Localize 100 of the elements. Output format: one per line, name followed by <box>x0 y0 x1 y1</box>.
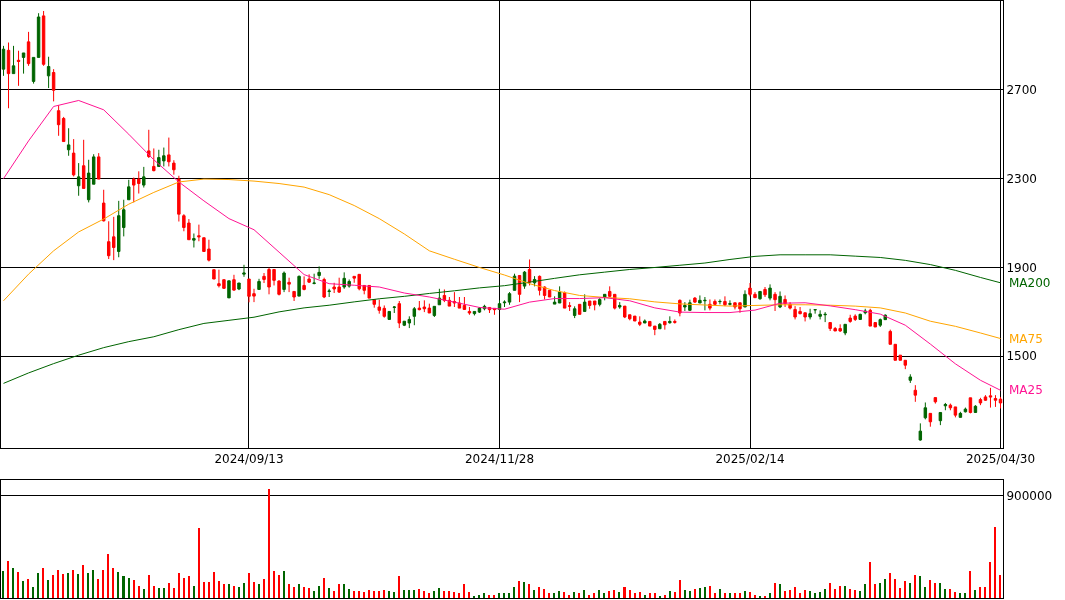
bar <box>238 587 240 598</box>
bar <box>654 593 656 598</box>
bar <box>598 590 600 598</box>
bar <box>674 592 676 598</box>
bar <box>288 584 290 598</box>
candlestick <box>167 137 171 167</box>
candlestick <box>96 152 101 180</box>
bar <box>538 587 540 598</box>
candlestick <box>983 394 988 402</box>
candlestick <box>307 273 311 284</box>
bar <box>874 584 876 598</box>
bar <box>32 587 34 598</box>
bar <box>588 595 590 598</box>
candlestick <box>693 296 697 304</box>
bar <box>804 590 806 598</box>
bar <box>203 582 205 598</box>
x-tick-label: 2024/09/13 <box>214 452 284 467</box>
bar <box>629 590 631 598</box>
bar <box>809 591 811 598</box>
candlestick <box>808 308 812 320</box>
bar <box>744 591 746 598</box>
bar <box>684 590 686 598</box>
bar <box>694 589 696 598</box>
bar <box>428 593 430 598</box>
bar <box>563 592 565 598</box>
candlestick <box>242 264 246 278</box>
bar <box>368 590 370 598</box>
series-label: MA200 <box>1009 276 1051 290</box>
bar <box>233 586 235 598</box>
bar <box>143 589 145 598</box>
bar <box>353 591 355 598</box>
bar <box>168 583 170 598</box>
candlestick <box>257 278 261 290</box>
y-tick-label: 1500 <box>1006 349 1037 364</box>
bar <box>824 589 826 598</box>
bar <box>984 587 986 598</box>
bar <box>378 591 380 598</box>
bar <box>834 589 836 598</box>
candlestick <box>292 290 296 302</box>
candlestick <box>71 138 76 177</box>
bar <box>303 587 305 598</box>
candlestick <box>51 68 56 102</box>
candlestick <box>16 50 21 87</box>
candlestick <box>21 52 26 75</box>
bar <box>333 591 335 598</box>
y-tick-label: 900000 <box>1006 489 1053 504</box>
bar <box>603 593 605 598</box>
bar <box>729 593 731 598</box>
candlestick <box>227 280 231 299</box>
bar <box>959 593 961 598</box>
bar <box>634 593 636 598</box>
bar <box>829 583 831 598</box>
bar <box>904 581 906 598</box>
bar <box>433 591 435 598</box>
candlestick <box>768 283 772 301</box>
bar <box>268 489 270 598</box>
candlestick <box>6 42 11 109</box>
bar <box>794 587 796 598</box>
bar <box>879 583 881 598</box>
candlestick <box>597 297 602 307</box>
bar <box>769 593 771 598</box>
bar <box>679 580 681 598</box>
bar <box>22 581 24 598</box>
bar <box>719 589 721 598</box>
candlestick <box>417 300 422 311</box>
bar <box>664 595 666 598</box>
bar <box>573 592 575 598</box>
bar <box>964 593 966 598</box>
candlestick <box>46 56 51 89</box>
bar <box>443 591 445 598</box>
bar <box>348 589 350 598</box>
candlestick <box>758 290 762 301</box>
bar <box>839 586 841 598</box>
candlestick <box>397 300 402 329</box>
bar <box>704 587 706 598</box>
bar <box>173 588 175 598</box>
bar <box>278 575 280 598</box>
candlestick <box>718 298 722 305</box>
bar <box>328 588 330 598</box>
bar <box>102 570 104 598</box>
candlestick <box>913 384 918 403</box>
bar <box>924 587 926 598</box>
bar <box>949 589 951 598</box>
line-series <box>3 99 1001 391</box>
bar <box>213 572 215 598</box>
bar <box>87 573 89 598</box>
bar <box>543 589 545 598</box>
bar <box>578 593 580 598</box>
candlestick <box>723 295 727 307</box>
candlestick <box>172 159 176 176</box>
candlestick <box>582 293 587 312</box>
bar <box>128 578 130 598</box>
bar <box>313 591 315 598</box>
candlestick <box>177 175 181 222</box>
bar <box>193 586 195 598</box>
candlestick <box>618 301 622 310</box>
bar <box>188 576 190 598</box>
bar <box>438 588 440 598</box>
candlestick <box>26 31 31 67</box>
bar <box>709 586 711 598</box>
